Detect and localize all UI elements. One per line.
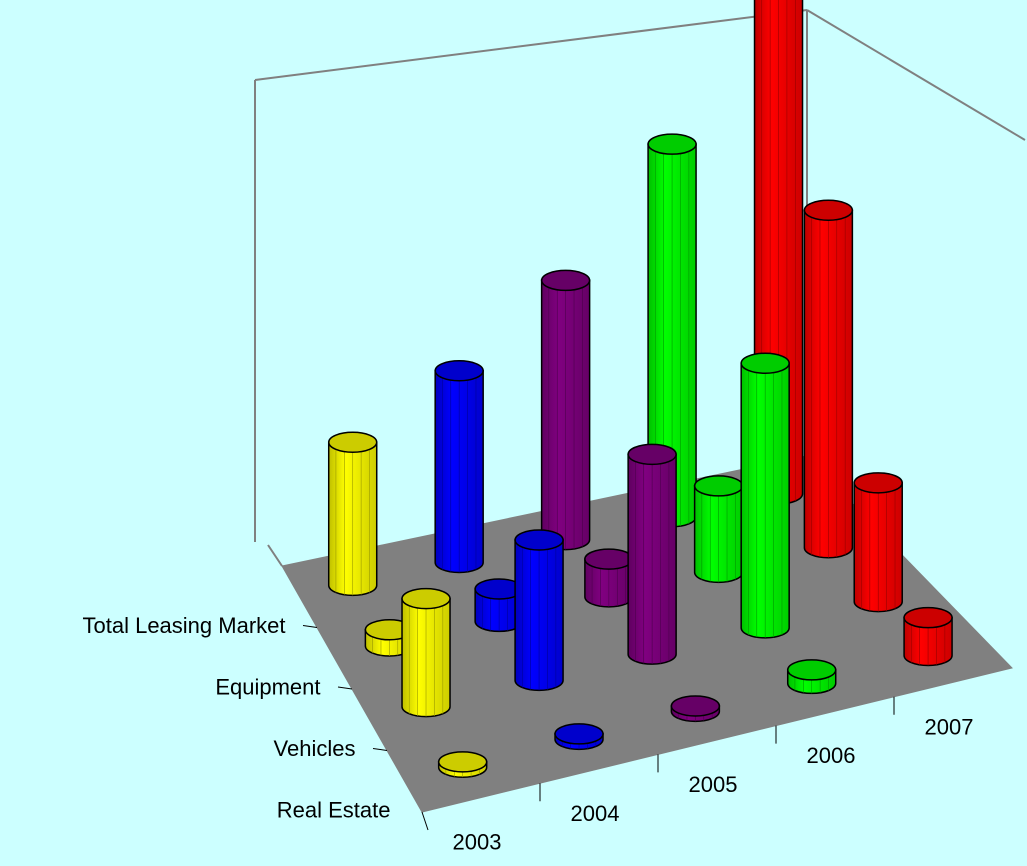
labels-layer: 2003 2004 2005 2006 2007 Total Leasing Market… xyxy=(83,613,974,855)
bar-total-leasing-market-2006 xyxy=(647,133,697,528)
x-tick-label-2005: 2005 xyxy=(689,772,738,797)
x-tick-label-2006: 2006 xyxy=(807,743,856,768)
bar-vehicles-2005 xyxy=(627,443,677,665)
bar-real-estate-2003 xyxy=(437,751,488,778)
axis-lines xyxy=(302,625,895,831)
bar-real-estate-2005 xyxy=(670,695,721,723)
x-tick-label-2003: 2003 xyxy=(453,830,502,855)
bars-layer xyxy=(327,0,953,778)
depth-tick-label-real-estate: Real Estate xyxy=(277,797,391,822)
depth-tick-label-total-leasing-market: Total Leasing Market xyxy=(83,613,286,638)
bar-top-cap xyxy=(740,352,790,375)
x-axis-tick-mark xyxy=(421,811,429,831)
bar-top-cap xyxy=(803,199,854,222)
bar-real-estate-2007 xyxy=(903,606,953,667)
bar-total-leasing-market-2004 xyxy=(434,360,484,574)
bar-vehicles-2004 xyxy=(514,529,564,692)
depth-tick-label-equipment: Equipment xyxy=(215,674,320,699)
bar-top-cap xyxy=(327,431,378,453)
bar-vehicles-2003 xyxy=(401,587,451,718)
bar-top-cap xyxy=(401,587,451,610)
depth-axis-tick-mark xyxy=(302,625,318,628)
depth-tick-label-vehicles: Vehicles xyxy=(274,736,356,761)
bar-total-leasing-market-2005 xyxy=(540,269,591,551)
floor-back-left-edge xyxy=(267,544,283,567)
bar-top-cap xyxy=(853,472,903,494)
bar-vehicles-2007 xyxy=(853,472,903,613)
back-wall-top-edge xyxy=(254,9,808,81)
side-wall-top-edge xyxy=(806,9,1026,141)
bar-top-cap xyxy=(514,529,564,551)
bar-top-cap xyxy=(434,360,484,382)
bar-top-cap xyxy=(437,751,488,773)
bar-top-cap xyxy=(540,269,591,292)
bar-equipment-2007 xyxy=(803,199,854,559)
bar-total-leasing-market-2003 xyxy=(327,431,378,597)
x-tick-label-2007: 2007 xyxy=(925,714,974,739)
bar-top-cap xyxy=(554,723,604,745)
bar-top-cap xyxy=(693,475,744,497)
bar-equipment-2005 xyxy=(584,548,634,608)
bar-top-cap xyxy=(647,133,697,155)
bar-top-cap xyxy=(670,695,721,717)
bar-top-cap xyxy=(786,659,837,681)
bar-top-cap xyxy=(627,443,677,466)
bar-top-cap xyxy=(903,606,953,629)
bar-vehicles-2006 xyxy=(740,352,790,639)
depth-axis-tick-mark xyxy=(372,748,388,751)
bar-top-cap xyxy=(584,548,634,570)
bar-equipment-2006 xyxy=(693,475,744,584)
bar-real-estate-2006 xyxy=(786,659,837,695)
x-tick-label-2004: 2004 xyxy=(571,801,620,826)
bar-real-estate-2004 xyxy=(554,723,604,751)
depth-axis-tick-mark xyxy=(337,686,353,690)
